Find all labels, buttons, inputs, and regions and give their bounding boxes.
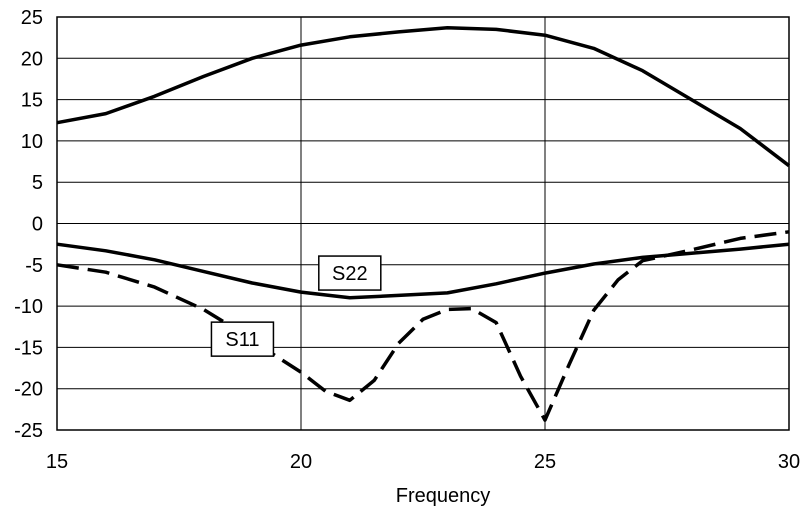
x-axis-ticks: 15 20 25 30 [46,451,800,473]
series-label-text: S11 [225,329,259,351]
x-tick-label: 25 [534,451,556,473]
x-tick-label: 15 [46,451,68,473]
y-tick-label: -20 [14,379,43,401]
series-label-s22: S22 [319,256,381,290]
x-tick-label: 30 [778,451,800,473]
series-label-s11: S11 [211,322,273,356]
series-label-text: S22 [332,263,368,285]
x-axis-title: Frequency [396,485,491,507]
grid [57,17,789,430]
s11-series-line [57,232,789,420]
y-tick-label: -15 [14,337,43,359]
y-tick-label: -25 [14,420,43,442]
y-axis-ticks: 25 20 15 10 5 0 -5 -10 -15 -20 -25 [14,7,43,442]
y-tick-label: 20 [21,48,43,70]
upper-series-line [57,28,789,166]
y-tick-label: 10 [21,131,43,153]
y-tick-label: 5 [32,172,43,194]
y-tick-label: 0 [32,214,43,236]
y-tick-label: 15 [21,90,43,112]
y-tick-label: 25 [21,7,43,29]
x-tick-label: 20 [290,451,312,473]
y-tick-label: -10 [14,296,43,318]
y-tick-label: -5 [25,255,43,277]
